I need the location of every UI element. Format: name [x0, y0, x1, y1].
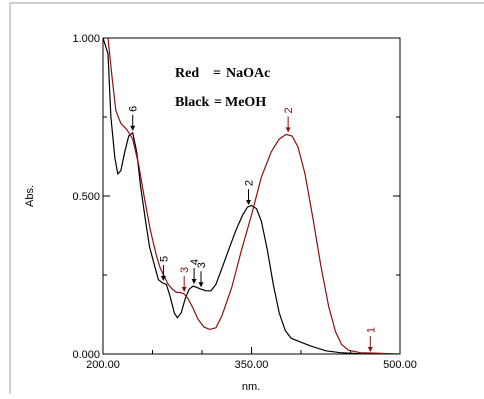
peak-marker-arrowhead [198, 282, 204, 288]
axis-tick-labels: 200.00 350.00 500.00 0.000 0.500 1.000 [72, 33, 416, 371]
series-layer [103, 38, 400, 354]
peak-marker: 3 [179, 267, 191, 292]
legend-red-equals: = [213, 66, 221, 81]
legend-black-equals: = [214, 95, 222, 110]
peak-marker: 2 [244, 180, 256, 206]
peak-marker-label: 5 [158, 256, 170, 262]
peak-marker: 2 [283, 107, 295, 133]
series-line-black [103, 38, 400, 354]
x-tick-label: 350.00 [235, 359, 269, 371]
peak-marker-label: 2 [283, 107, 295, 113]
peak-marker-arrowhead [367, 347, 373, 352]
peak-marker-arrowhead [181, 286, 187, 292]
peak-marker-label: 6 [128, 106, 140, 112]
y-axis-label: Abs. [24, 185, 36, 207]
legend: Red = NaOAc Black = MeOH [175, 66, 270, 110]
peak-marker: 6 [128, 106, 140, 131]
peak-marker-arrowhead [191, 279, 197, 285]
peak-marker: 3 [196, 262, 208, 288]
x-tick-label: 500.00 [383, 359, 417, 371]
x-axis-label: nm. [242, 381, 260, 393]
peak-marker-arrowhead [130, 125, 136, 131]
peak-marker-arrowhead [285, 127, 291, 133]
series-line-red [107, 38, 400, 354]
peak-marker: 5 [158, 256, 170, 281]
peak-marker-arrowhead [160, 275, 166, 281]
legend-black-value: MeOH [225, 95, 266, 110]
legend-black-key: Black [175, 95, 209, 110]
y-tick-label: 0.000 [72, 349, 100, 361]
y-tick-label: 1.000 [72, 33, 100, 45]
y-tick-label: 0.500 [72, 191, 100, 203]
peak-marker-label: 1 [365, 327, 377, 333]
peak-marker-label: 3 [196, 262, 208, 268]
legend-red-key: Red [175, 66, 199, 81]
plot-area-border [102, 37, 401, 355]
peak-marker-label: 3 [179, 267, 191, 273]
peak-marker-label: 2 [244, 180, 256, 186]
peak-marker-arrowhead [246, 200, 252, 206]
x-tick-label: 200.00 [86, 359, 120, 371]
legend-red-value: NaOAc [226, 66, 270, 81]
peak-marker-label: 4 [189, 259, 201, 265]
peak-marker: 1 [365, 327, 377, 352]
peak-marker: 4 [189, 259, 201, 285]
